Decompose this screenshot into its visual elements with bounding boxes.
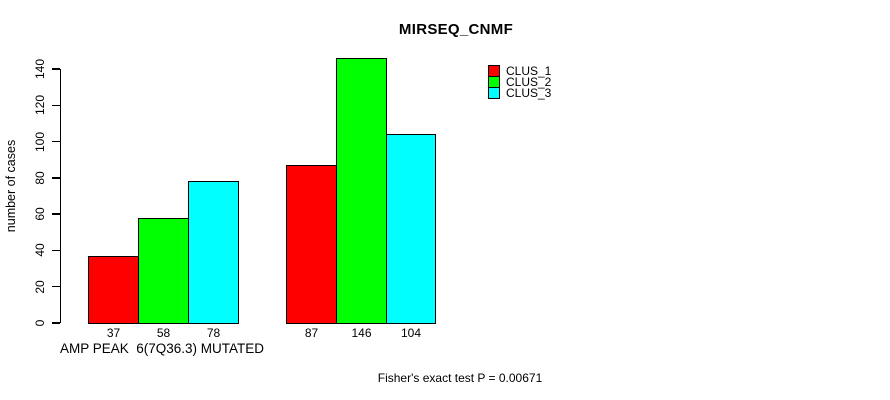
- y-tick-mark-0: [52, 322, 60, 324]
- y-tick-label-100: 100: [33, 131, 47, 152]
- y-tick-label-20: 20: [33, 280, 47, 294]
- y-tick-mark-100: [52, 140, 60, 143]
- y-tick-label-0: 0: [33, 319, 47, 327]
- y-tick-mark-60: [52, 213, 60, 215]
- y-axis-line: [60, 69, 62, 323]
- bar-clus_2-group2: [336, 58, 387, 324]
- bar-value-clus_3-group2: 104: [400, 326, 422, 340]
- y-tick-mark-20: [52, 286, 60, 288]
- chart-title: MIRSEQ_CNMF: [398, 21, 514, 38]
- bar-value-clus_1-group2: 87: [304, 326, 319, 340]
- y-tick-label-60: 60: [33, 207, 47, 221]
- bar-value-clus_2-group2: 146: [351, 326, 372, 340]
- legend-label-clus_2: CLUS_2: [506, 75, 552, 90]
- bar-clus_3-group1: [188, 181, 239, 324]
- bar-value-clus_3-group1: 78: [206, 326, 221, 340]
- bar-clus_3-group2: [386, 134, 436, 324]
- bar-clus_2-group1: [138, 218, 189, 324]
- legend: CLUS_1 CLUS_2 CLUS_3: [488, 64, 552, 100]
- legend-label-clus_1: CLUS_1: [506, 64, 552, 79]
- y-tick-label-40: 40: [33, 243, 47, 258]
- legend-label-clus_3: CLUS_3: [506, 85, 552, 100]
- bar-clus_1-group1: [88, 256, 139, 324]
- x-axis-group-label: AMP PEAK 6(7Q36.3) MUTATED: [59, 341, 265, 356]
- y-tick-mark-120: [52, 104, 60, 106]
- y-axis-label: number of cases: [4, 139, 18, 233]
- y-tick-label-120: 120: [33, 95, 47, 116]
- bar-value-clus_1-group1: 37: [106, 326, 121, 340]
- fisher-test-annotation: Fisher's exact test P = 0.00671: [377, 371, 543, 385]
- bar-value-clus_2-group1: 58: [156, 326, 171, 340]
- legend-item-clus_3: CLUS_3: [488, 85, 552, 100]
- legend-swatch-clus_3: [488, 86, 500, 99]
- bar-clus_1-group2: [286, 165, 337, 324]
- y-tick-label-80: 80: [33, 171, 47, 185]
- y-tick-mark-40: [52, 249, 60, 252]
- y-tick-label-140: 140: [33, 58, 47, 80]
- y-tick-mark-140: [52, 68, 60, 70]
- y-tick-mark-80: [52, 177, 60, 179]
